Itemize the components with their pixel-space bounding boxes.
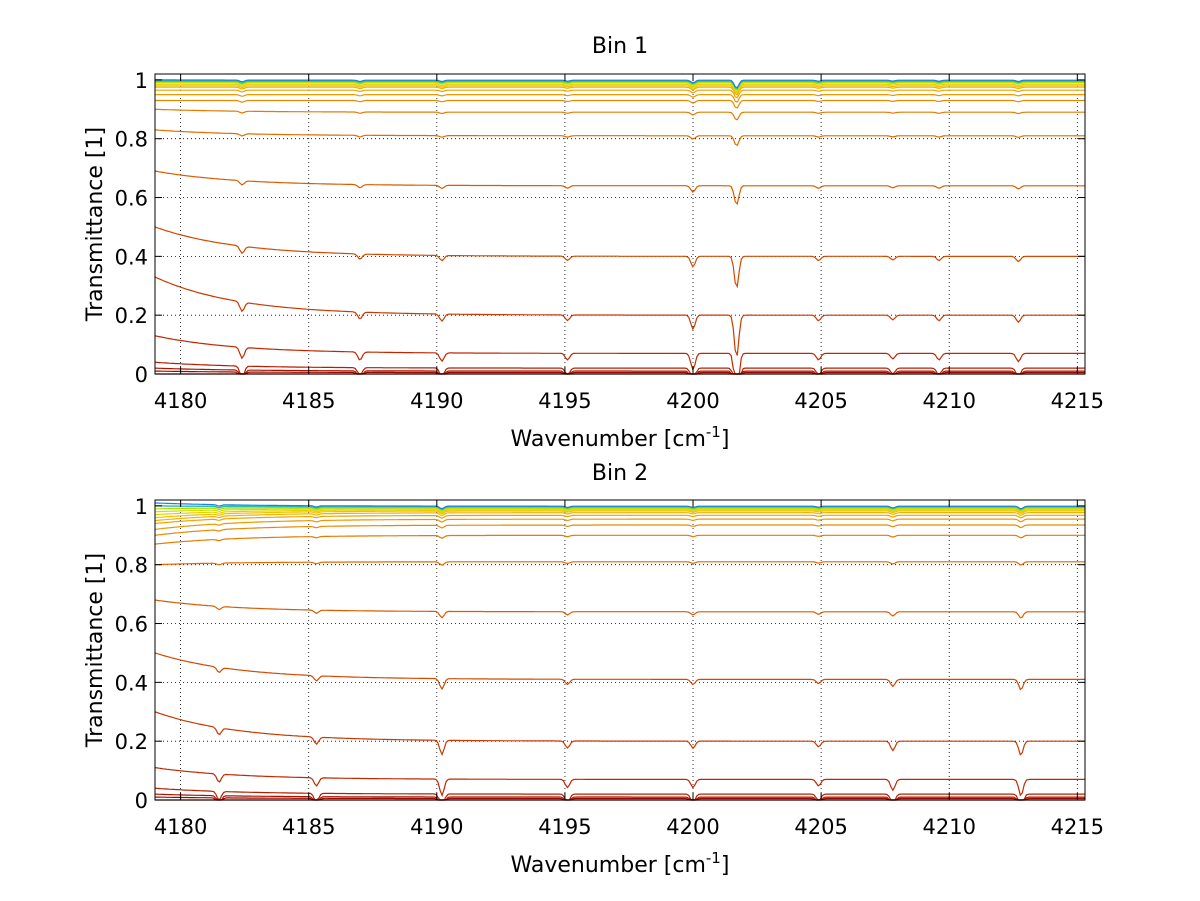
x-axis-label: Wavenumber [cm-1] <box>511 849 730 878</box>
grid <box>155 74 1085 374</box>
y-tick-label: 0.2 <box>115 304 148 328</box>
x-ticks: 4180 4185 4190 4195 4200 4205 4210 4215 <box>154 74 1104 413</box>
series-line <box>154 226 1085 289</box>
x-tick-label: 4195 <box>538 815 591 839</box>
series-line <box>154 170 1085 206</box>
x-tick-label: 4190 <box>410 389 463 413</box>
x-tick-label: 4205 <box>794 815 847 839</box>
series-line <box>154 367 1085 375</box>
x-axis-label-superscript: -1 <box>706 849 721 867</box>
y-tick-label: 0 <box>135 363 148 387</box>
series-line <box>155 86 1085 96</box>
series-line <box>154 518 1085 530</box>
chart-title: Bin 1 <box>592 34 648 59</box>
series-line <box>154 514 1085 525</box>
y-axis-label: Transmittance [1] <box>83 127 108 322</box>
series-line <box>155 80 1085 90</box>
axes-frame <box>154 73 1086 375</box>
series-line <box>154 652 1085 691</box>
series-line <box>154 534 1085 545</box>
x-tick-label: 4185 <box>282 815 335 839</box>
series-line <box>154 108 1085 121</box>
y-ticks: 0 0.2 0.4 0.6 0.8 1 <box>115 69 1085 387</box>
x-axis-label-close: ] <box>721 427 730 452</box>
grid <box>155 500 1085 800</box>
y-tick-label: 0.8 <box>115 128 148 152</box>
x-tick-label: 4200 <box>666 815 719 839</box>
x-tick-label: 4215 <box>1051 389 1104 413</box>
y-tick-label: 0.4 <box>115 671 148 695</box>
x-tick-label: 4180 <box>154 815 207 839</box>
series-line <box>155 82 1085 92</box>
series-line <box>154 512 1085 522</box>
series-line <box>155 94 1085 103</box>
series-line <box>155 83 1085 93</box>
series-line <box>155 796 1085 801</box>
series-line <box>154 335 1085 375</box>
x-axis-label-text: Wavenumber [cm <box>511 853 706 878</box>
panel-bin-2: Bin 2 4180 4185 4190 4195 4200 4205 4210 4215 0… <box>83 461 1104 878</box>
axes-frame <box>154 499 1086 801</box>
series-line <box>154 129 1085 147</box>
x-tick-label: 4210 <box>922 389 975 413</box>
y-tick-label: 0 <box>135 789 148 813</box>
series-line <box>155 79 1085 89</box>
series-line <box>154 711 1085 756</box>
series-line <box>154 507 1085 513</box>
series-line <box>154 787 1085 801</box>
series-line <box>154 767 1085 798</box>
series-group <box>154 502 1085 801</box>
y-tick-label: 0.4 <box>115 245 148 269</box>
series-line <box>155 370 1085 375</box>
x-tick-label: 4210 <box>922 815 975 839</box>
x-tick-label: 4185 <box>282 389 335 413</box>
y-tick-label: 0.6 <box>115 187 148 211</box>
series-line <box>154 599 1085 619</box>
series-line <box>154 502 1085 510</box>
series-group <box>154 79 1085 375</box>
series-line <box>154 276 1085 356</box>
x-tick-label: 4215 <box>1051 815 1104 839</box>
x-axis-label-superscript: -1 <box>706 423 721 441</box>
x-tick-label: 4205 <box>794 389 847 413</box>
series-line <box>154 510 1085 519</box>
x-tick-label: 4195 <box>538 389 591 413</box>
x-ticks: 4180 4185 4190 4195 4200 4205 4210 4215 <box>154 500 1104 839</box>
chart-title: Bin 2 <box>592 461 648 486</box>
series-line <box>154 561 1085 566</box>
x-tick-label: 4200 <box>666 389 719 413</box>
x-tick-label: 4180 <box>154 389 207 413</box>
x-axis-label-close: ] <box>721 853 730 878</box>
series-line <box>154 509 1085 516</box>
y-ticks: 0 0.2 0.4 0.6 0.8 1 <box>115 495 1085 813</box>
series-line <box>154 524 1085 536</box>
x-tick-label: 4190 <box>410 815 463 839</box>
y-axis-label: Transmittance [1] <box>83 553 108 748</box>
y-tick-label: 0.6 <box>115 613 148 637</box>
series-line <box>154 793 1085 801</box>
x-axis-label-text: Wavenumber [cm <box>511 427 706 452</box>
y-tick-label: 1 <box>135 69 148 93</box>
series-line <box>154 361 1085 375</box>
y-tick-label: 0.2 <box>115 730 148 754</box>
y-tick-label: 1 <box>135 495 148 519</box>
x-axis-label: Wavenumber [cm-1] <box>511 423 730 452</box>
y-tick-label: 0.8 <box>115 554 148 578</box>
series-line <box>155 85 1085 95</box>
series-line <box>155 99 1085 109</box>
panel-bin-1: Bin 1 4180 4185 4190 4195 4200 4205 4210 4215 0… <box>83 34 1104 452</box>
series-line <box>155 89 1085 99</box>
